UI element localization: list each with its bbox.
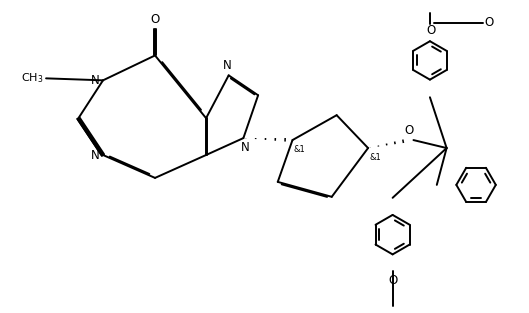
Text: N: N (223, 59, 232, 72)
Text: O: O (150, 13, 160, 27)
Text: &1: &1 (294, 145, 305, 154)
Text: O: O (388, 274, 397, 287)
Text: N: N (241, 141, 249, 154)
Text: O: O (426, 24, 435, 37)
Text: O: O (485, 16, 494, 29)
Text: N: N (90, 148, 99, 162)
Text: &1: &1 (369, 153, 381, 162)
Text: N: N (90, 74, 99, 87)
Text: O: O (405, 124, 414, 137)
Text: CH$_3$: CH$_3$ (22, 71, 44, 85)
